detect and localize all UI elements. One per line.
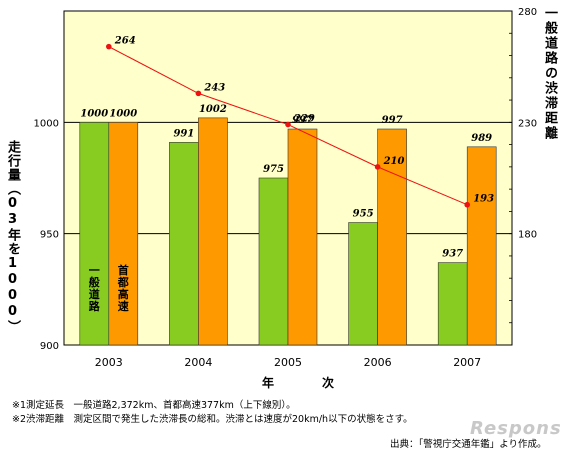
bar-metro-expressway bbox=[466, 146, 497, 346]
bar-value-label: 997 bbox=[382, 115, 403, 126]
bar-general-road bbox=[79, 122, 110, 346]
tick-labels: 900 950 1000 180 230 280 2003 2004 2005 2006 2007 bbox=[34, 7, 538, 369]
source-note: 出典：「警視庁交通年鑑」より作成。 bbox=[390, 439, 547, 450]
series-label-char: 般 bbox=[89, 275, 100, 289]
x-axis-label: 年 次 bbox=[262, 376, 353, 390]
congestion-value-label: 193 bbox=[473, 194, 494, 205]
x-tick-label: 2003 bbox=[95, 356, 123, 369]
congestion-value-label: 229 bbox=[293, 114, 315, 125]
x-tick-label: 2005 bbox=[274, 356, 302, 369]
y2-axis-label: 一般道路の渋滞距離 bbox=[542, 6, 557, 141]
bar-value-label: 1000 bbox=[109, 108, 137, 119]
bar-value-label: 997 bbox=[292, 115, 313, 126]
bar-value-label: 1000 bbox=[80, 108, 108, 119]
y2-tick-label: 230 bbox=[518, 118, 537, 129]
series-label-char: 一 bbox=[89, 264, 100, 277]
series-label-char: 路 bbox=[89, 299, 101, 313]
bar-metro-expressway bbox=[287, 128, 318, 346]
axes bbox=[509, 32, 512, 324]
congestion-line: 264 243 229 210 193 bbox=[106, 36, 494, 208]
series-label-char: 高 bbox=[118, 287, 129, 301]
y2-tick-label: 180 bbox=[518, 230, 537, 241]
series-label-char: 首 bbox=[118, 263, 129, 277]
x-tick-label: 2007 bbox=[453, 356, 481, 369]
congestion-value-label: 264 bbox=[114, 36, 136, 47]
in-bar-series-labels: 一般道路 首都高速 bbox=[89, 263, 129, 313]
bar-general-road bbox=[437, 262, 468, 346]
footnote-2: ※2渋滞距離 測定区間で発生した渋滞長の総和。渋滞とは速度が20km/h以下の状… bbox=[12, 414, 413, 425]
y-tick-label: 1000 bbox=[34, 118, 59, 129]
y-tick-label: 950 bbox=[40, 230, 59, 241]
congestion-point bbox=[106, 43, 112, 50]
y-tick-label: 900 bbox=[40, 341, 59, 352]
bar-value-label: 955 bbox=[353, 209, 374, 220]
bar-general-road bbox=[348, 222, 378, 346]
congestion-value-label: 210 bbox=[383, 156, 405, 167]
bar-metro-expressway bbox=[198, 117, 228, 346]
congestion-point bbox=[374, 164, 381, 170]
bar-value-labels: 1000 1000 991 1002 975 997 955 997 937 989 bbox=[80, 104, 492, 260]
series-label-char: 道 bbox=[89, 287, 100, 301]
series-label-char: 都 bbox=[117, 275, 129, 289]
bar-value-label: 991 bbox=[173, 128, 194, 139]
congestion-value-label: 243 bbox=[203, 82, 225, 93]
bar-metro-expressway bbox=[108, 122, 139, 346]
x-tick-label: 2004 bbox=[184, 356, 212, 369]
y-axis-label: 走行量（03年を1000） bbox=[5, 140, 20, 334]
congestion-point bbox=[285, 121, 291, 128]
watermark-logo: Response bbox=[470, 418, 562, 439]
y2-tick-label: 280 bbox=[518, 7, 537, 18]
bar-general-road bbox=[258, 177, 289, 346]
footnote-1: ※1測定延長 一般道路2,372km、首都高速377km（上下線別）。 bbox=[12, 400, 296, 411]
congestion-point bbox=[195, 90, 202, 97]
x-tick-label: 2006 bbox=[364, 356, 392, 369]
bars bbox=[79, 117, 497, 346]
congestion-point bbox=[464, 201, 471, 208]
bar-value-label: 1002 bbox=[199, 104, 227, 115]
bar-value-label: 937 bbox=[442, 249, 463, 260]
bar-metro-expressway bbox=[377, 128, 407, 346]
bar-value-label: 989 bbox=[471, 133, 492, 144]
bar-value-label: 975 bbox=[263, 164, 284, 175]
bar-general-road bbox=[169, 142, 199, 346]
series-label-char: 速 bbox=[118, 299, 129, 313]
